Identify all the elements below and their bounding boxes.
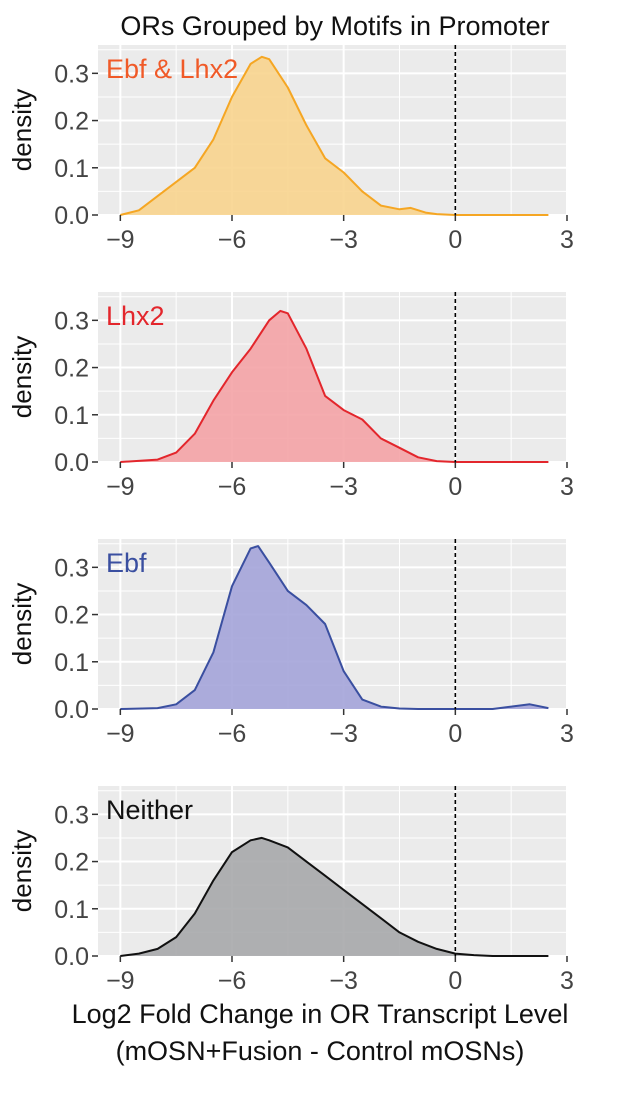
x-tick-label: 0 (448, 967, 462, 995)
x-tick-label: 0 (448, 226, 462, 254)
x-tick-label: 0 (448, 720, 462, 748)
y-tick-label: 0.0 (54, 449, 89, 477)
y-tick-label: 0.1 (54, 649, 89, 677)
x-tick-label: −3 (329, 967, 358, 995)
y-axis-label: density (7, 336, 37, 418)
panel-label: Lhx2 (106, 301, 165, 331)
x-tick-label: 3 (560, 967, 574, 995)
panel-3: Ebf 0.0 0.1 0.2 0.3 −9 −6 −3 0 3 density (7, 539, 574, 748)
panel-label: Ebf (106, 548, 147, 578)
density-line (120, 545, 549, 710)
x-tick-label: −9 (106, 226, 135, 254)
x-tick-label: 3 (560, 720, 574, 748)
y-tick-label: 0.3 (54, 307, 89, 335)
y-tick-label: 0.0 (54, 696, 89, 724)
x-tick-label: −6 (218, 473, 247, 501)
y-tick-label: 0.3 (54, 60, 89, 88)
x-tick-label: 3 (560, 226, 574, 254)
y-tick-label: 0.1 (54, 402, 89, 430)
figure-title: ORs Grouped by Motifs in Promoter (120, 11, 549, 41)
x-tick-label: −9 (106, 473, 135, 501)
density-area (120, 546, 549, 709)
x-tick-label: −6 (218, 967, 247, 995)
panel-4: Neither 0.0 0.1 0.2 0.3 −9 −6 −3 0 3 density (7, 786, 574, 995)
x-tick-label: 0 (448, 473, 462, 501)
density-area (120, 310, 549, 462)
x-axis-label-line2: (mOSN+Fusion - Control mOSNs) (116, 1036, 525, 1066)
y-tick-label: 0.1 (54, 896, 89, 924)
x-tick-label: −9 (106, 967, 135, 995)
x-tick-label: −3 (329, 473, 358, 501)
panel-1: Ebf & Lhx2 0.0 0.1 0.2 0.3 −9 −6 −3 0 3 density (7, 45, 574, 254)
x-tick-label: −6 (218, 226, 247, 254)
x-tick-label: 3 (560, 473, 574, 501)
density-line (120, 309, 549, 463)
y-tick-label: 0.0 (54, 943, 89, 971)
y-tick-label: 0.0 (54, 202, 89, 230)
density-area (120, 56, 549, 215)
y-tick-label: 0.3 (54, 801, 89, 829)
panel-label: Ebf & Lhx2 (106, 54, 238, 84)
y-axis-label: density (7, 89, 37, 171)
density-area (120, 837, 549, 956)
y-axis-label: density (7, 830, 37, 912)
density-line (120, 836, 549, 957)
y-tick-label: 0.2 (54, 355, 89, 383)
y-tick-label: 0.1 (54, 155, 89, 183)
y-tick-label: 0.2 (54, 108, 89, 136)
density-line (120, 55, 549, 216)
x-tick-label: −9 (106, 720, 135, 748)
panel-label: Neither (106, 795, 193, 825)
y-tick-label: 0.3 (54, 554, 89, 582)
x-axis-label-line1: Log2 Fold Change in OR Transcript Level (72, 999, 569, 1029)
x-tick-label: −6 (218, 720, 247, 748)
y-tick-label: 0.2 (54, 602, 89, 630)
y-tick-label: 0.2 (54, 849, 89, 877)
x-tick-label: −3 (329, 720, 358, 748)
y-axis-label: density (7, 583, 37, 665)
x-tick-label: −3 (329, 226, 358, 254)
panel-2: Lhx2 0.0 0.1 0.2 0.3 −9 −6 −3 0 3 density (7, 292, 574, 501)
